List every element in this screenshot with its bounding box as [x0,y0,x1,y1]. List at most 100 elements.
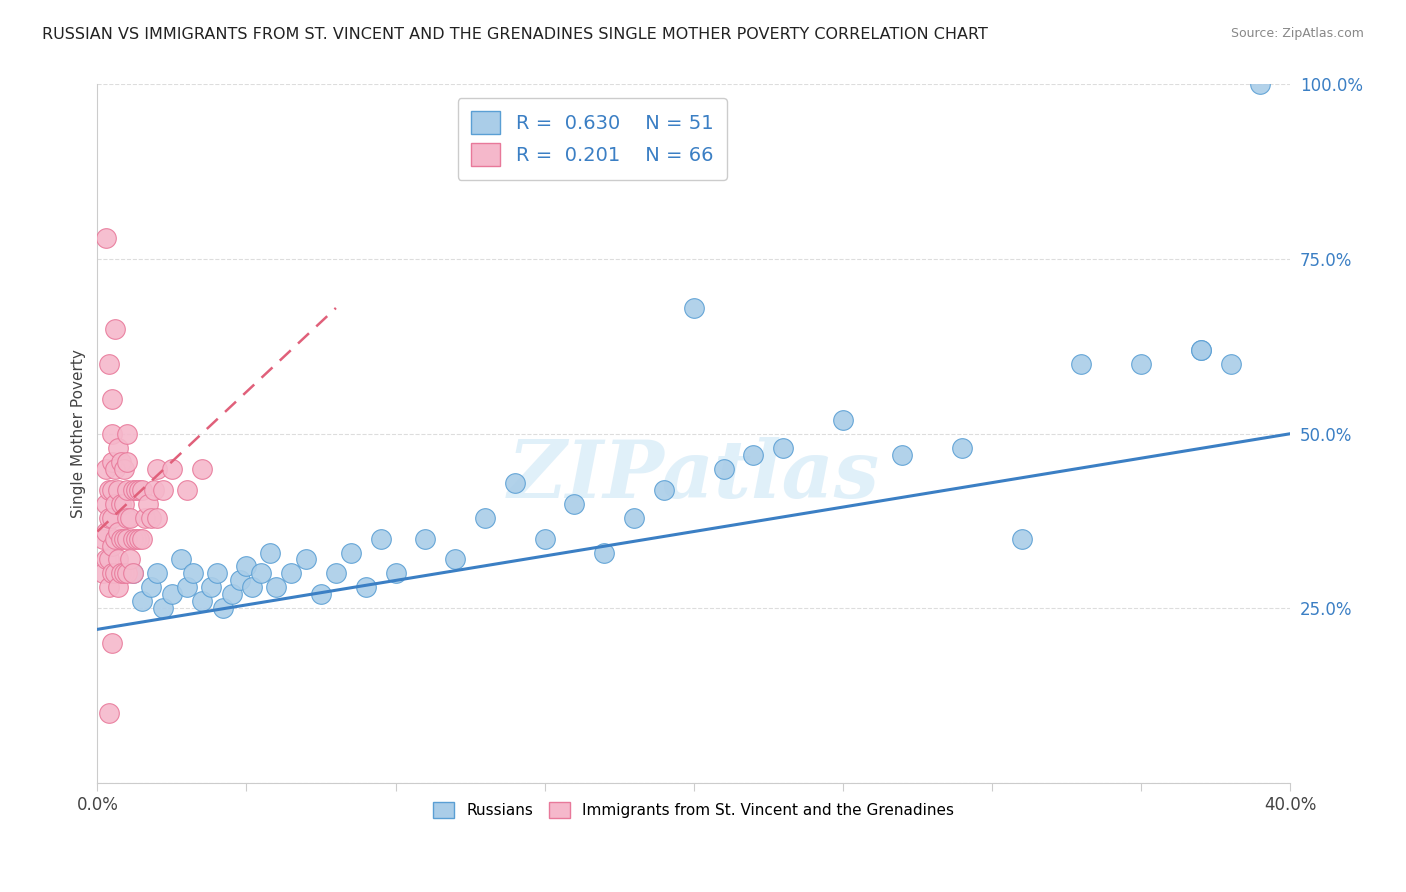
Point [91,566,114,581]
Point [181,566,204,581]
Point [131,594,153,608]
Point [139,510,162,524]
Point [91,532,114,546]
Point [564,497,586,511]
Point [101,426,124,441]
Point [104,497,127,511]
Point [98,510,121,524]
Point [713,461,735,475]
Point [115,483,138,497]
Point [131,483,153,497]
Point [115,532,138,546]
Point [104,461,127,475]
Point [96,461,118,475]
Point [136,497,159,511]
Point [98,552,121,566]
Point [112,497,135,511]
Point [160,587,183,601]
Point [112,461,135,475]
Point [221,587,243,601]
Point [772,441,794,455]
Point [370,532,392,546]
Point [474,510,496,524]
Point [101,455,124,469]
Point [101,510,124,524]
Point [122,532,145,546]
Point [190,461,212,475]
Point [125,532,148,546]
Point [139,581,162,595]
Point [1070,357,1092,371]
Point [120,510,142,524]
Point [950,441,973,455]
Point [444,552,467,566]
Point [101,636,124,650]
Y-axis label: Single Mother Poverty: Single Mother Poverty [72,350,86,518]
Point [101,483,124,497]
Point [211,601,233,615]
Text: ZIPatlas: ZIPatlas [508,437,880,515]
Point [146,461,169,475]
Point [125,483,148,497]
Point [101,539,124,553]
Point [250,566,273,581]
Text: RUSSIAN VS IMMIGRANTS FROM ST. VINCENT AND THE GRENADINES SINGLE MOTHER POVERTY : RUSSIAN VS IMMIGRANTS FROM ST. VINCENT A… [42,27,988,42]
Point [143,483,166,497]
Point [96,497,118,511]
Point [98,706,121,721]
Point [98,357,121,371]
Point [503,475,526,490]
Point [340,545,363,559]
Point [96,231,118,245]
Point [115,566,138,581]
Point [259,545,281,559]
Point [1011,532,1033,546]
Point [107,524,129,539]
Point [146,510,169,524]
Point [1189,343,1212,357]
Point [107,581,129,595]
Point [1219,357,1241,371]
Point [831,413,853,427]
Point [235,559,257,574]
Point [205,566,228,581]
Point [229,574,252,588]
Point [110,455,132,469]
Point [170,552,193,566]
Point [742,448,765,462]
Point [325,566,347,581]
Point [104,566,127,581]
Point [242,581,264,595]
Point [115,426,138,441]
Point [891,448,914,462]
Point [384,566,406,581]
Point [101,566,124,581]
Point [110,497,132,511]
Point [682,301,704,315]
Point [110,532,132,546]
Point [533,532,555,546]
Point [107,552,129,566]
Point [112,532,135,546]
Point [107,483,129,497]
Point [110,566,132,581]
Text: Source: ZipAtlas.com: Source: ZipAtlas.com [1230,27,1364,40]
Point [122,483,145,497]
Point [280,566,302,581]
Point [101,392,124,406]
Point [104,322,127,336]
Point [107,441,129,455]
Point [295,552,318,566]
Point [115,510,138,524]
Point [160,461,183,475]
Point [96,552,118,566]
Point [354,581,377,595]
Legend: Russians, Immigrants from St. Vincent and the Grenadines: Russians, Immigrants from St. Vincent an… [427,796,960,824]
Point [112,566,135,581]
Point [190,594,212,608]
Point [115,455,138,469]
Point [593,545,616,559]
Point [122,566,145,581]
Point [652,483,675,497]
Point [104,532,127,546]
